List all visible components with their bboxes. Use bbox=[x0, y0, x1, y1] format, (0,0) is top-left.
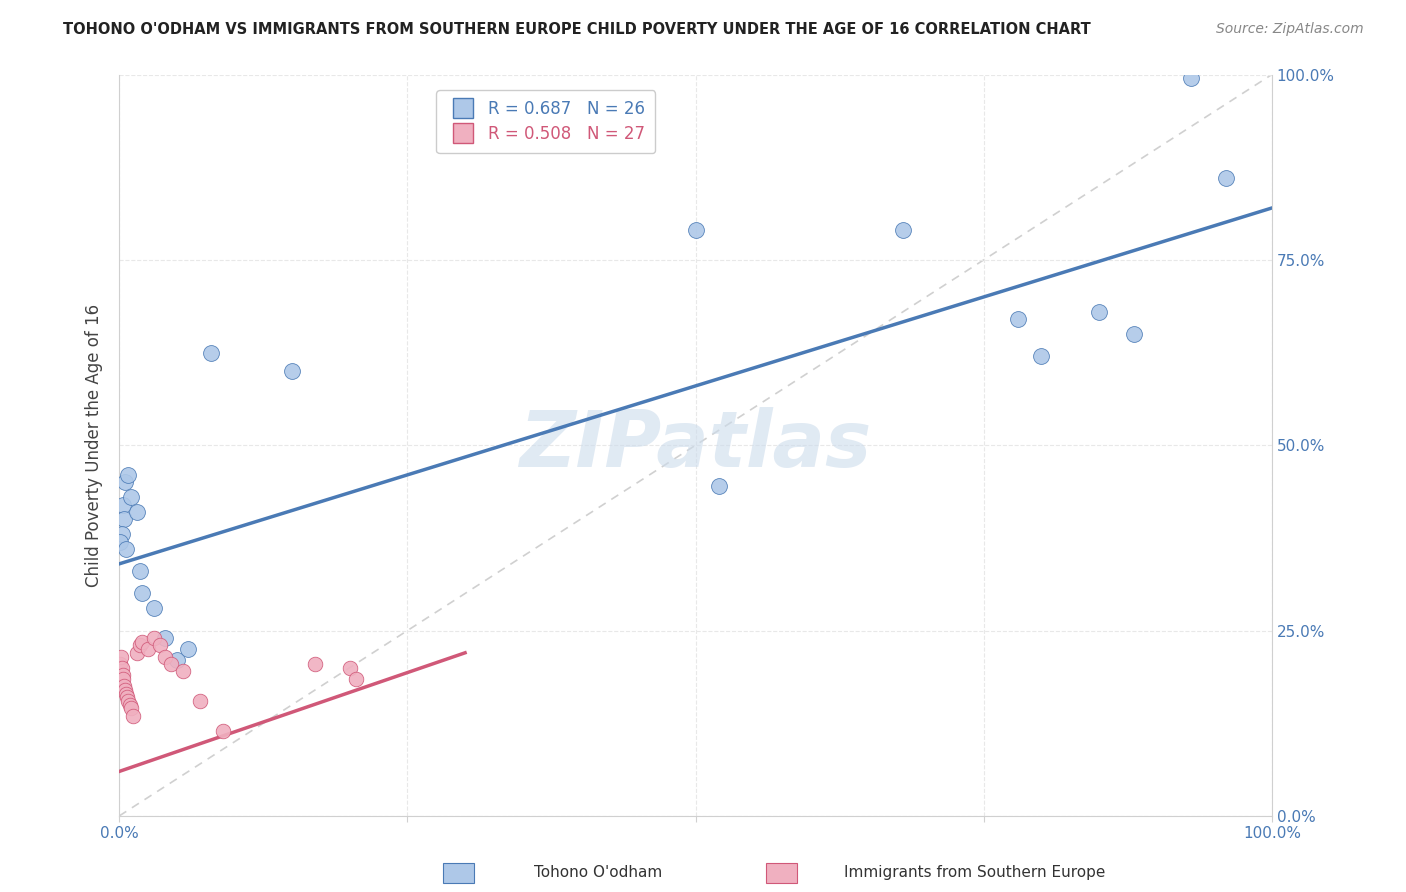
Point bbox=[142, 601, 165, 615]
Text: Immigrants from Southern Europe: Immigrants from Southern Europe bbox=[844, 865, 1105, 880]
Point bbox=[117, 467, 139, 482]
Point bbox=[172, 665, 194, 679]
Point bbox=[131, 586, 153, 600]
Point bbox=[125, 646, 148, 660]
Point bbox=[1122, 326, 1144, 341]
Point bbox=[281, 364, 304, 378]
Point bbox=[304, 657, 326, 671]
Y-axis label: Child Poverty Under the Age of 16: Child Poverty Under the Age of 16 bbox=[86, 303, 103, 587]
Point bbox=[155, 649, 177, 664]
Point bbox=[112, 512, 135, 526]
Point bbox=[115, 687, 138, 701]
Text: Tohono O'odham: Tohono O'odham bbox=[534, 865, 662, 880]
Point bbox=[177, 642, 200, 657]
Point bbox=[155, 631, 177, 645]
Point bbox=[160, 657, 183, 671]
Point bbox=[339, 660, 361, 674]
Point bbox=[891, 223, 914, 237]
Point bbox=[110, 534, 132, 549]
Point bbox=[118, 698, 141, 712]
Point bbox=[122, 708, 145, 723]
Point bbox=[1215, 171, 1237, 186]
Point bbox=[115, 541, 138, 556]
Point bbox=[110, 657, 132, 671]
Point bbox=[200, 345, 222, 359]
Point bbox=[149, 639, 172, 653]
Point bbox=[110, 660, 132, 674]
Point bbox=[129, 564, 152, 578]
Point bbox=[110, 527, 132, 541]
Point bbox=[125, 505, 148, 519]
Point bbox=[112, 672, 135, 686]
Point bbox=[114, 475, 136, 490]
Point bbox=[114, 682, 136, 697]
Point bbox=[1180, 71, 1202, 86]
Point bbox=[1007, 312, 1029, 326]
Point bbox=[111, 498, 134, 512]
Point bbox=[111, 668, 134, 682]
Point bbox=[120, 701, 142, 715]
Point bbox=[117, 694, 139, 708]
Point bbox=[685, 223, 707, 237]
Point bbox=[166, 653, 188, 667]
Point bbox=[117, 690, 139, 705]
Point bbox=[142, 631, 165, 645]
Text: Source: ZipAtlas.com: Source: ZipAtlas.com bbox=[1216, 22, 1364, 37]
Point bbox=[1088, 305, 1111, 319]
Point bbox=[129, 639, 152, 653]
Point bbox=[344, 672, 367, 686]
Point bbox=[212, 723, 235, 738]
Point bbox=[131, 634, 153, 648]
Text: TOHONO O'ODHAM VS IMMIGRANTS FROM SOUTHERN EUROPE CHILD POVERTY UNDER THE AGE OF: TOHONO O'ODHAM VS IMMIGRANTS FROM SOUTHE… bbox=[63, 22, 1091, 37]
Point bbox=[136, 642, 159, 657]
Point bbox=[120, 490, 142, 504]
Text: ZIPatlas: ZIPatlas bbox=[519, 408, 872, 483]
Point bbox=[1031, 349, 1053, 363]
Point bbox=[110, 649, 132, 664]
Point bbox=[707, 479, 730, 493]
Legend: R = 0.687   N = 26, R = 0.508   N = 27: R = 0.687 N = 26, R = 0.508 N = 27 bbox=[436, 90, 655, 153]
Point bbox=[188, 694, 211, 708]
Point bbox=[112, 679, 135, 693]
